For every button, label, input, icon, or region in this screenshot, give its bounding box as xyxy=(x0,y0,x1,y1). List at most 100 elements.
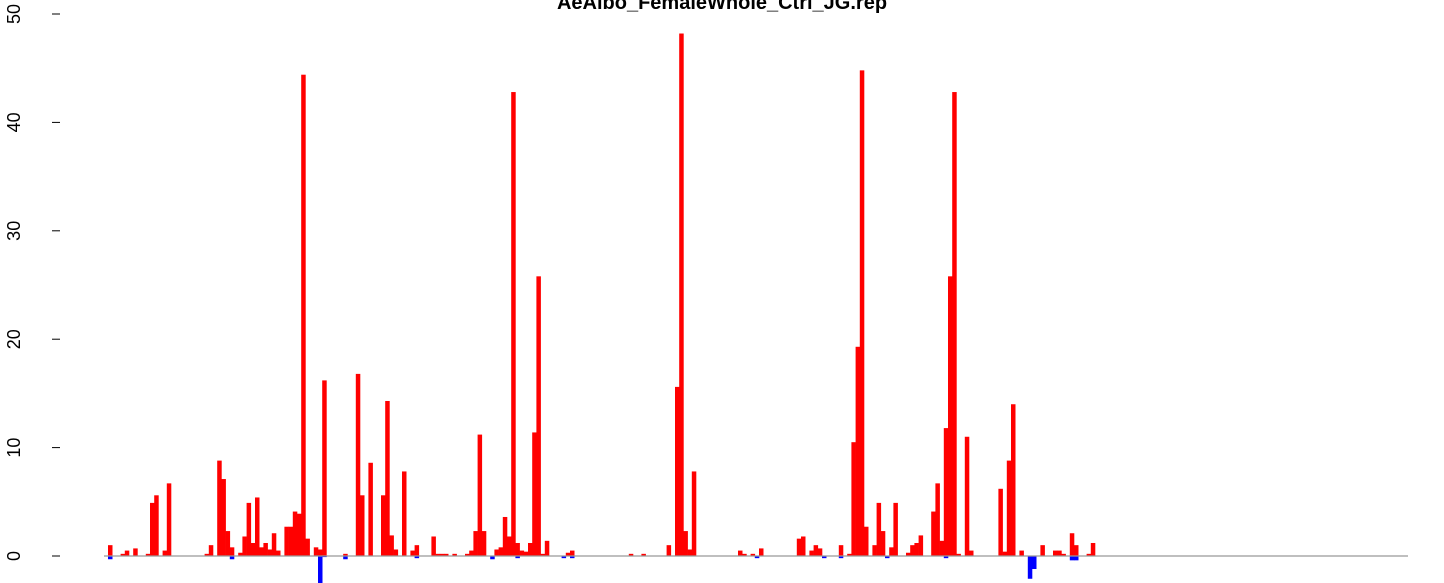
positive-bar xyxy=(259,547,264,556)
y-tick-label: 20 xyxy=(4,329,24,349)
positive-bar xyxy=(540,553,546,556)
positive-bar xyxy=(507,536,512,556)
positive-bar xyxy=(477,434,483,556)
positive-bar xyxy=(502,516,508,556)
positive-bar xyxy=(1086,553,1092,556)
positive-bar xyxy=(570,550,575,556)
negative-bar xyxy=(754,556,760,559)
positive-bar xyxy=(229,547,235,556)
positive-bar xyxy=(519,550,525,556)
y-axis: 0 10 20 30 40 50 xyxy=(4,4,60,561)
positive-bar xyxy=(528,542,533,556)
positive-bar xyxy=(271,533,277,556)
positive-bar xyxy=(931,511,936,556)
positive-bar xyxy=(523,551,529,556)
positive-bar xyxy=(162,550,168,556)
positive-bar xyxy=(910,545,915,556)
positive-bar xyxy=(292,511,298,556)
positive-bar xyxy=(1057,550,1062,556)
positive-bar xyxy=(956,553,961,556)
positive-bar xyxy=(675,386,680,556)
negative-bar xyxy=(885,556,890,559)
positive-bar xyxy=(297,513,302,556)
negative-bar xyxy=(570,556,575,559)
positive-bar xyxy=(1061,553,1066,556)
positive-bar xyxy=(889,547,894,556)
positive-bar xyxy=(969,550,974,556)
positive-bar xyxy=(255,497,260,556)
positive-bar xyxy=(691,471,697,556)
negative-bar xyxy=(318,556,323,583)
negative-bar xyxy=(822,556,827,559)
positive-bar xyxy=(263,542,268,556)
negative-bar xyxy=(490,556,495,560)
positive-bar xyxy=(452,553,457,556)
bars-group xyxy=(108,33,1096,583)
positive-bar xyxy=(893,502,898,556)
positive-bar xyxy=(851,442,856,556)
positive-bar xyxy=(1019,550,1024,556)
positive-bar xyxy=(864,526,869,556)
positive-bar xyxy=(469,550,474,556)
positive-bar xyxy=(876,502,882,556)
positive-bar xyxy=(305,538,310,556)
positive-bar xyxy=(1053,550,1058,556)
positive-bar xyxy=(154,495,159,556)
positive-bar xyxy=(1040,545,1045,556)
positive-bar xyxy=(435,553,441,556)
positive-bar xyxy=(1002,551,1008,556)
positive-bar xyxy=(1011,404,1016,556)
positive-bar xyxy=(368,462,373,556)
positive-bar xyxy=(389,535,394,556)
positive-bar xyxy=(238,552,243,556)
positive-bar xyxy=(276,550,281,556)
positive-bar xyxy=(813,545,819,556)
positive-bar xyxy=(838,545,844,556)
positive-bar xyxy=(906,552,911,556)
positive-bar xyxy=(847,553,852,556)
positive-bar xyxy=(444,553,449,556)
positive-bar xyxy=(494,549,499,556)
negative-bar xyxy=(1074,556,1079,561)
positive-bar xyxy=(511,92,516,556)
positive-bar xyxy=(288,526,294,556)
chart-title: AeAlbo_FemaleWhole_Ctrl_JG.rep xyxy=(556,0,888,14)
positive-bar xyxy=(1006,460,1012,556)
y-tick-label: 0 xyxy=(4,551,24,561)
positive-bar xyxy=(217,460,222,556)
positive-bar xyxy=(410,550,415,556)
y-tick-label: 10 xyxy=(4,438,24,458)
negative-bar xyxy=(229,556,235,560)
y-tick-label: 40 xyxy=(4,112,24,132)
negative-bar xyxy=(943,556,949,559)
positive-bar xyxy=(221,479,226,556)
positive-bar xyxy=(439,553,445,556)
positive-bar xyxy=(166,483,172,556)
positive-bar xyxy=(948,276,953,556)
positive-bar xyxy=(318,549,323,556)
positive-bar xyxy=(964,436,970,556)
positive-bar xyxy=(515,542,520,556)
positive-bar xyxy=(628,553,634,556)
positive-bar xyxy=(939,540,945,556)
positive-bar xyxy=(666,545,672,556)
positive-bar xyxy=(242,536,247,556)
positive-bar xyxy=(381,495,386,556)
positive-bar xyxy=(414,545,420,556)
positive-bar xyxy=(465,553,470,556)
positive-bar xyxy=(998,488,1003,556)
positive-bar xyxy=(343,553,348,556)
positive-bar xyxy=(738,550,743,556)
positive-bar xyxy=(809,550,814,556)
negative-bar xyxy=(108,556,113,560)
positive-bar xyxy=(565,552,571,556)
positive-bar xyxy=(360,495,365,556)
positive-bar xyxy=(108,545,113,556)
positive-bar xyxy=(914,542,919,556)
positive-bar xyxy=(880,531,886,556)
positive-bar xyxy=(145,553,151,556)
positive-bar xyxy=(641,553,646,556)
positive-bar xyxy=(544,540,550,556)
positive-bar xyxy=(759,548,764,556)
negative-bar xyxy=(838,556,844,559)
